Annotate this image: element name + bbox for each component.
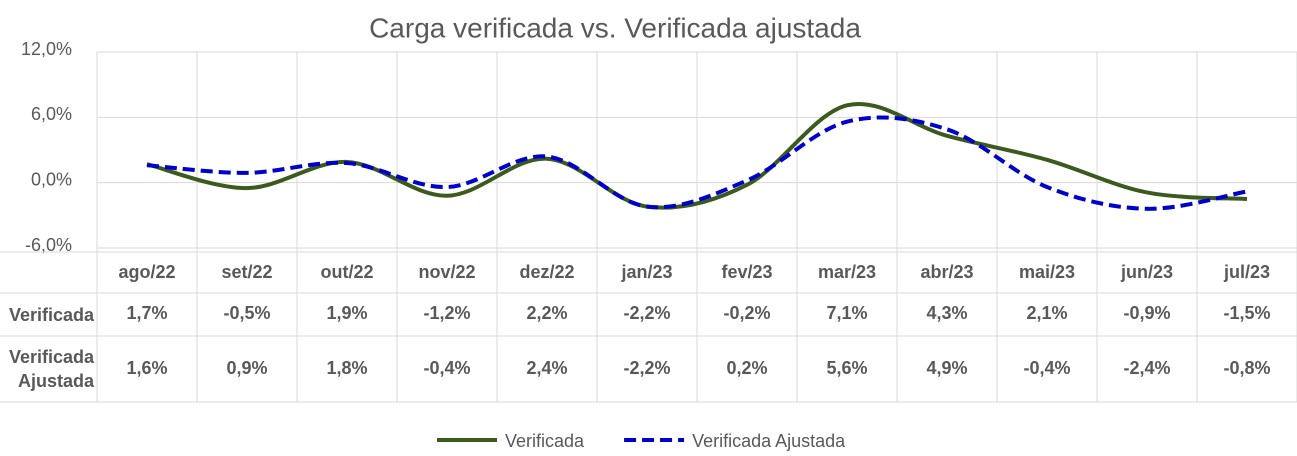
category-label: jan/23	[620, 262, 672, 282]
category-label: dez/22	[519, 262, 574, 282]
table-value: 5,6%	[826, 358, 867, 378]
category-label: mai/23	[1019, 262, 1075, 282]
table-value: 7,1%	[826, 303, 867, 323]
table-value: 4,9%	[926, 358, 967, 378]
category-label: mar/23	[818, 262, 876, 282]
category-label: abr/23	[920, 262, 973, 282]
category-label: out/22	[320, 262, 373, 282]
table-value: -0,9%	[1123, 303, 1170, 323]
table-value: -0,8%	[1223, 358, 1270, 378]
table-value: -0,4%	[1023, 358, 1070, 378]
category-label: jul/23	[1223, 262, 1270, 282]
table-value: -1,2%	[423, 303, 470, 323]
table-value: -0,2%	[723, 303, 770, 323]
series-line	[146, 115, 1248, 211]
table-value: -1,5%	[1223, 303, 1270, 323]
y-tick-label: -6,0%	[25, 235, 72, 255]
table-value: -2,2%	[623, 303, 670, 323]
table-value: 1,8%	[326, 358, 367, 378]
table-value: 1,7%	[126, 303, 167, 323]
category-label: ago/22	[118, 262, 175, 282]
row-label: Verificada Ajustada	[8, 347, 94, 391]
legend-label: Verificada	[505, 431, 585, 451]
table-value: 2,4%	[526, 358, 567, 378]
y-tick-label: 6,0%	[31, 104, 72, 124]
table-value: 1,9%	[326, 303, 367, 323]
chart-title: Carga verificada vs. Verificada ajustada	[369, 12, 861, 43]
table-value: 2,1%	[1026, 303, 1067, 323]
category-label: set/22	[221, 262, 272, 282]
y-tick-label: 0,0%	[31, 169, 72, 189]
table-value: 4,3%	[926, 303, 967, 323]
y-tick-label: 12,0%	[21, 39, 72, 59]
table-value: 0,2%	[726, 358, 767, 378]
row-label: Verificada	[8, 304, 94, 325]
table-value: -0,4%	[423, 358, 470, 378]
table-value: -0,5%	[223, 303, 270, 323]
table-value: 0,9%	[226, 358, 267, 378]
table-value: -2,2%	[623, 358, 670, 378]
category-label: jun/23	[1120, 262, 1173, 282]
legend-label: Verificada Ajustada	[692, 431, 846, 451]
table-value: 1,6%	[126, 358, 167, 378]
table-value: -2,4%	[1123, 358, 1170, 378]
category-label: nov/22	[418, 262, 475, 282]
table-value: 2,2%	[526, 303, 567, 323]
category-label: fev/23	[721, 262, 772, 282]
